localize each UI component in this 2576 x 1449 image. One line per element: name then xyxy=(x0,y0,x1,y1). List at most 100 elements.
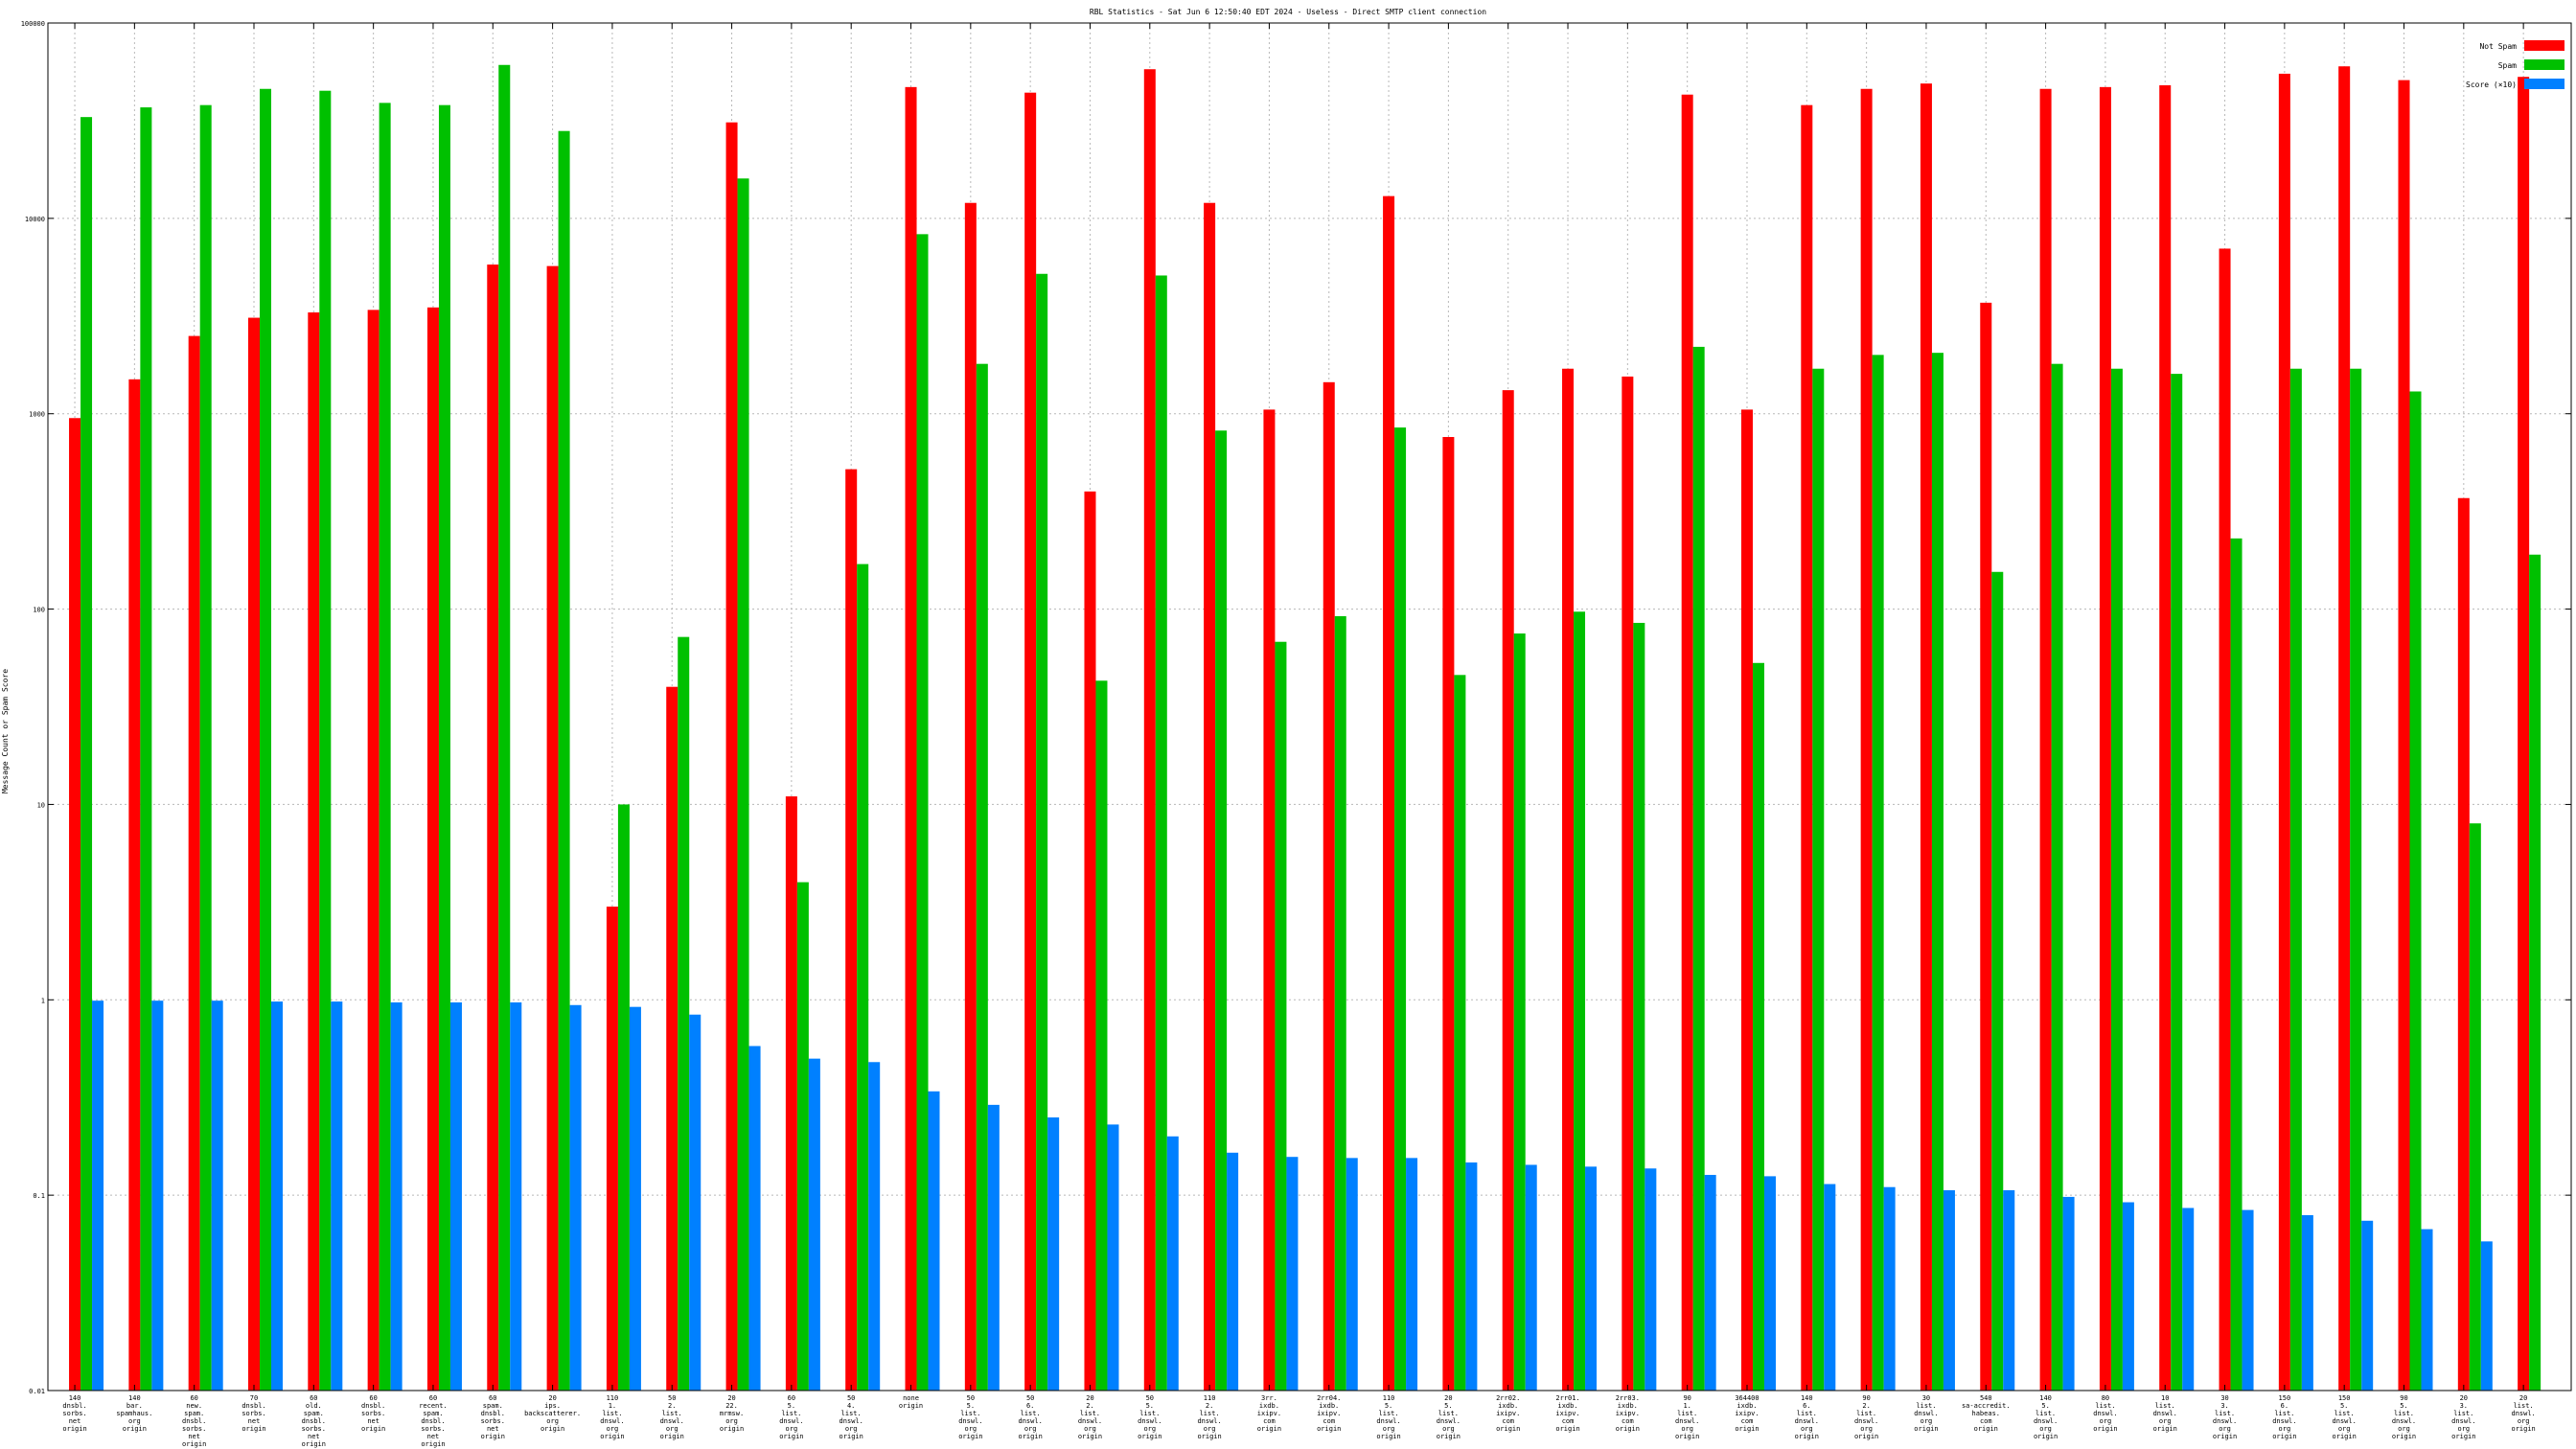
bar-not-spam xyxy=(1860,88,1873,1391)
bar-not-spam xyxy=(2518,77,2530,1391)
bar-score-10 xyxy=(808,1058,820,1391)
bar-spam xyxy=(1454,675,1466,1391)
bar-not-spam xyxy=(69,418,81,1391)
x-tick-label: 20 ips. backscatterer. org origin xyxy=(524,1394,581,1433)
bar-not-spam xyxy=(606,907,618,1391)
bar-spam xyxy=(617,804,630,1391)
legend-swatch xyxy=(2524,40,2564,51)
bar-score-10 xyxy=(748,1046,761,1391)
bar-spam xyxy=(199,104,212,1392)
bar-score-10 xyxy=(2182,1208,2195,1391)
bar-score-10 xyxy=(2122,1202,2134,1391)
bar-spam xyxy=(1872,355,1884,1391)
x-tick-label: 20 5. list. dnswl. org origin xyxy=(1437,1394,1460,1440)
bar-score-10 xyxy=(1943,1189,1955,1391)
bar-score-10 xyxy=(510,1001,522,1391)
bar-spam xyxy=(1334,615,1346,1391)
bar-not-spam xyxy=(1801,104,1813,1392)
x-tick-label: 90 1. list. dnswl. org origin xyxy=(1675,1394,1699,1440)
bar-score-10 xyxy=(1346,1158,1358,1391)
bar-not-spam xyxy=(666,686,678,1391)
x-tick-label: 110 5. list. dnswl. org origin xyxy=(1376,1394,1400,1440)
bar-spam xyxy=(2529,554,2542,1391)
bar-spam xyxy=(2051,363,2063,1391)
bar-spam xyxy=(2409,391,2422,1392)
x-tick-label: 364400 ixdb. ixipv. com origin xyxy=(1735,1394,1759,1433)
bar-spam xyxy=(498,64,511,1391)
bar-score-10 xyxy=(1585,1166,1598,1391)
bar-score-10 xyxy=(92,1000,104,1391)
x-tick-label: none origin xyxy=(899,1394,923,1410)
x-tick-label: 2rr03. ixdb. ixipv. com origin xyxy=(1616,1394,1640,1433)
bar-score-10 xyxy=(1406,1158,1418,1391)
x-tick-label: 150 5. list. dnswl. org origin xyxy=(2333,1394,2357,1440)
bar-not-spam xyxy=(1383,196,1395,1391)
bar-not-spam xyxy=(2219,248,2231,1391)
bar-spam xyxy=(2171,374,2183,1391)
bar-score-10 xyxy=(689,1014,702,1391)
bar-score-10 xyxy=(1286,1157,1299,1391)
bar-spam xyxy=(379,103,391,1392)
bar-not-spam xyxy=(2278,73,2290,1391)
bar-not-spam xyxy=(1024,92,1037,1392)
bar-score-10 xyxy=(2062,1196,2075,1391)
bar-spam xyxy=(319,90,332,1392)
legend-swatch xyxy=(2524,79,2564,89)
x-tick-label: 3rr. ixdb. ixipv. com origin xyxy=(1257,1394,1281,1433)
grid-layer xyxy=(48,22,2571,1392)
y-tick-label: 10 xyxy=(37,801,45,809)
bar-score-10 xyxy=(1824,1184,1836,1391)
bar-score-10 xyxy=(1047,1117,1060,1391)
bar-not-spam xyxy=(1322,381,1335,1392)
plot-frame xyxy=(47,22,2572,1392)
x-tick-label: 50 4. list. dnswl. org origin xyxy=(840,1394,863,1440)
x-tick-label: 60 new. spam. dnsbl. sorbs. net origin xyxy=(182,1394,206,1448)
chart-title: RBL Statistics - Sat Jun 6 12:50:40 EDT … xyxy=(1090,8,1486,16)
bar-spam xyxy=(1095,680,1108,1391)
bar-spam xyxy=(1155,275,1167,1391)
bar-spam xyxy=(1991,571,2004,1391)
bar-not-spam xyxy=(2398,80,2410,1392)
x-tick-label: 50 2. list. dnswl. org origin xyxy=(660,1394,684,1440)
x-tick-label: 90 2. list. dnswl. org origin xyxy=(1854,1394,1878,1440)
bar-not-spam xyxy=(725,122,738,1391)
bar-score-10 xyxy=(1644,1168,1657,1391)
bar-not-spam xyxy=(1562,368,1575,1392)
y-tick-label: 1000 xyxy=(29,411,45,419)
bar-score-10 xyxy=(2480,1241,2493,1391)
bar-score-10 xyxy=(987,1104,1000,1391)
bar-score-10 xyxy=(390,1001,402,1391)
bar-spam xyxy=(1692,346,1705,1392)
bar-score-10 xyxy=(2361,1220,2374,1391)
bar-not-spam xyxy=(426,307,439,1391)
x-tick-label: 2rr02. ixdb. ixipv. com origin xyxy=(1496,1394,1520,1433)
bar-not-spam xyxy=(2457,497,2470,1391)
bar-score-10 xyxy=(271,1001,284,1391)
x-tick-label: 30 list. dnswl. org origin xyxy=(1914,1394,1938,1433)
x-tick-label: 20 22. mrmsw. org origin xyxy=(720,1394,744,1433)
bar-score-10 xyxy=(1227,1152,1239,1391)
bar-score-10 xyxy=(1465,1162,1478,1391)
bar-score-10 xyxy=(569,1004,582,1391)
x-tick-label: 50 6. list. dnswl. org origin xyxy=(1019,1394,1043,1440)
x-tick-label: 20 2. list. dnswl. org origin xyxy=(1078,1394,1102,1440)
bar-spam xyxy=(2350,368,2362,1392)
bar-not-spam xyxy=(1681,94,1693,1391)
bar-not-spam xyxy=(1263,409,1276,1392)
legend-label: Not Spam xyxy=(2479,42,2517,51)
bar-not-spam xyxy=(964,202,977,1392)
bar-score-10 xyxy=(2242,1209,2254,1391)
bar-not-spam xyxy=(785,795,797,1391)
bar-spam xyxy=(1931,353,1944,1392)
bar-score-10 xyxy=(2421,1229,2433,1391)
x-tick-label: 110 1. list. dnswl. org origin xyxy=(600,1394,624,1440)
bar-spam xyxy=(2469,823,2481,1391)
bar-score-10 xyxy=(151,1000,164,1391)
bar-not-spam xyxy=(2338,66,2351,1391)
bar-spam xyxy=(857,564,869,1391)
bar-spam xyxy=(976,363,988,1391)
bar-spam xyxy=(1513,633,1526,1391)
y-tick-label: 10000 xyxy=(25,216,45,223)
bar-not-spam xyxy=(128,379,141,1391)
x-tick-label: 50 5. list. dnswl. org origin xyxy=(958,1394,982,1440)
